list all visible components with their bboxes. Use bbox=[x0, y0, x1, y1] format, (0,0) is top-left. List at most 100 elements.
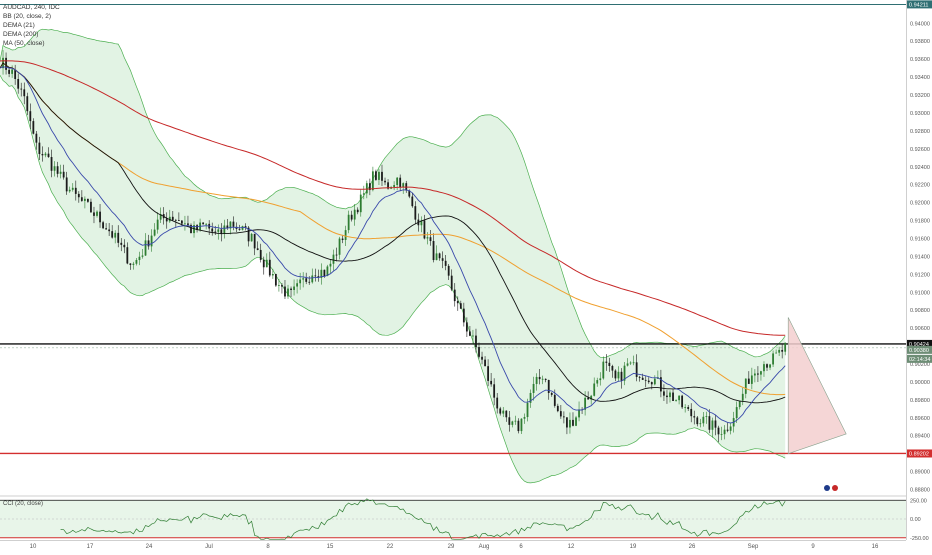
candle-body bbox=[423, 220, 426, 239]
candle-body bbox=[68, 189, 71, 192]
candle-body bbox=[747, 378, 750, 384]
candle-body bbox=[329, 263, 332, 267]
candle-body bbox=[144, 240, 147, 256]
candle-body bbox=[681, 395, 684, 408]
candle-body bbox=[244, 226, 247, 228]
candle-body bbox=[129, 263, 132, 265]
candle-body bbox=[508, 417, 511, 425]
candle-body bbox=[99, 211, 101, 223]
candle-body bbox=[232, 221, 235, 227]
candle-body bbox=[74, 187, 77, 194]
top-price-badge: 0.94211 bbox=[909, 2, 928, 8]
candle-body bbox=[465, 322, 468, 332]
candle-body bbox=[220, 229, 223, 234]
y-tick-label: 0.93200 bbox=[910, 93, 930, 99]
candle-body bbox=[177, 220, 180, 221]
candle-body bbox=[71, 187, 74, 190]
y-tick-label: 0.89400 bbox=[910, 434, 930, 440]
y-tick-label: 0.94000 bbox=[910, 21, 930, 27]
candle-body bbox=[647, 380, 650, 383]
candle-body bbox=[414, 206, 417, 220]
candle-body bbox=[247, 227, 250, 242]
candle-body bbox=[108, 229, 111, 232]
candle-body bbox=[617, 371, 620, 379]
candle-body bbox=[281, 285, 283, 287]
candle-body bbox=[578, 409, 580, 418]
candle-body bbox=[426, 237, 429, 239]
candle-body bbox=[726, 429, 729, 431]
candle-body bbox=[447, 265, 450, 276]
candle-body bbox=[669, 392, 671, 398]
candle-body bbox=[205, 223, 208, 225]
candle-body bbox=[699, 423, 702, 425]
y-tick-label: 0.92000 bbox=[910, 201, 930, 207]
y-tick-label: 0.91800 bbox=[910, 219, 930, 225]
y-tick-label: 0.89000 bbox=[910, 470, 930, 476]
oscillator-line bbox=[60, 498, 786, 540]
candle-body bbox=[593, 383, 596, 396]
x-tick-label: 8 bbox=[266, 544, 270, 550]
candle-body bbox=[359, 194, 362, 213]
candle-body bbox=[174, 219, 177, 221]
candle-body bbox=[741, 393, 744, 401]
legend-dema200: DEMA (200) bbox=[3, 31, 39, 38]
candle-body bbox=[572, 419, 574, 426]
candle-body bbox=[475, 335, 477, 348]
candle-body bbox=[408, 190, 411, 197]
candle-body bbox=[660, 377, 662, 392]
candle-body bbox=[653, 378, 656, 385]
dema21-line bbox=[0, 66, 786, 424]
candle-body bbox=[602, 361, 605, 379]
candle-body bbox=[262, 259, 265, 268]
countdown-badge-bg bbox=[907, 354, 932, 363]
candle-body bbox=[757, 373, 759, 375]
candle-body bbox=[296, 283, 299, 287]
candle-body bbox=[141, 255, 144, 257]
x-tick-label: Jul bbox=[205, 544, 213, 550]
x-tick-label: 29 bbox=[448, 544, 455, 550]
candle-body bbox=[11, 69, 14, 74]
x-tick-label: 24 bbox=[146, 544, 153, 550]
candle-body bbox=[484, 359, 486, 367]
y-tick-label: 0.93800 bbox=[910, 39, 930, 45]
candle-body bbox=[14, 69, 17, 80]
candle-body bbox=[778, 349, 781, 353]
candle-body bbox=[623, 365, 626, 381]
candle-body bbox=[41, 154, 44, 156]
candle-body bbox=[763, 364, 765, 372]
resistance-badge-bg bbox=[907, 339, 932, 348]
candle-body bbox=[180, 220, 183, 224]
candle-body bbox=[238, 228, 241, 230]
candle-body bbox=[156, 219, 159, 230]
y-tick-label: 0.92400 bbox=[910, 165, 930, 171]
candle-body bbox=[738, 400, 741, 408]
candle-body bbox=[775, 352, 778, 354]
candle-body bbox=[605, 361, 608, 363]
candle-body bbox=[411, 196, 414, 207]
event-flag-icon-2 bbox=[832, 485, 838, 491]
candle-body bbox=[650, 382, 653, 385]
candle-body bbox=[338, 238, 341, 255]
candle-body bbox=[520, 418, 523, 432]
candle-body bbox=[535, 376, 538, 384]
y-tick-label: 0.92800 bbox=[910, 129, 930, 135]
candle-body bbox=[399, 177, 402, 188]
candle-body bbox=[693, 416, 696, 418]
candle-body bbox=[214, 231, 217, 233]
bollinger-upper bbox=[0, 28, 786, 358]
candle-body bbox=[126, 247, 129, 264]
candle-body bbox=[265, 259, 268, 268]
candle-body bbox=[459, 303, 462, 309]
candle-body bbox=[559, 411, 562, 417]
candle-body bbox=[478, 347, 480, 357]
candle-body bbox=[5, 57, 7, 70]
y-tick-label: 0.93600 bbox=[910, 57, 930, 63]
candle-body bbox=[353, 209, 356, 220]
candle-body bbox=[47, 153, 50, 158]
candle-body bbox=[184, 223, 186, 225]
x-tick-label: 22 bbox=[387, 544, 394, 550]
candle-body bbox=[538, 376, 541, 380]
last-price-badge: 0.90380 bbox=[909, 348, 929, 354]
candle-body bbox=[556, 405, 559, 412]
